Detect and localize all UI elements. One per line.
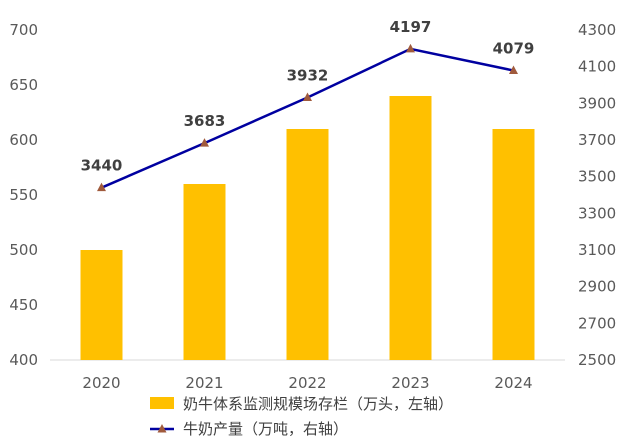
left-tick-label: 400 <box>9 351 38 369</box>
right-tick-label: 3100 <box>578 241 616 259</box>
right-tick-label: 3300 <box>578 204 616 222</box>
bar <box>286 129 329 360</box>
bar-series <box>80 96 535 360</box>
data-label: 4079 <box>493 40 535 58</box>
bar <box>389 96 432 360</box>
right-tick-label: 4300 <box>578 21 616 39</box>
data-label: 3683 <box>184 112 226 130</box>
line-point <box>97 182 106 192</box>
x-tick-label: 2024 <box>494 374 532 392</box>
right-tick-label: 3700 <box>578 131 616 149</box>
data-label: 3440 <box>81 157 123 175</box>
bar <box>492 129 535 360</box>
legend-line-marker <box>157 424 167 433</box>
line-point <box>303 92 312 101</box>
right-tick-label: 3900 <box>578 94 616 112</box>
x-axis-ticks: 2020 2021 2022 2023 2024 <box>82 374 532 392</box>
x-tick-label: 2023 <box>391 374 429 392</box>
right-tick-label: 2700 <box>578 314 616 332</box>
legend-line-label: 牛奶产量（万吨，右轴） <box>183 420 348 438</box>
right-axis-ticks: 2500 2700 2900 3100 3300 3500 3700 3900 4100 4300 <box>578 21 616 369</box>
left-axis-ticks: 400 450 500 550 600 650 700 <box>9 21 38 369</box>
left-tick-label: 600 <box>9 131 38 149</box>
legend: 奶牛体系监测规模场存栏（万头，左轴） 牛奶产量（万吨，右轴） <box>150 395 453 438</box>
left-tick-label: 550 <box>9 186 38 204</box>
right-tick-label: 3500 <box>578 168 616 186</box>
right-tick-label: 2500 <box>578 351 616 369</box>
line-point <box>200 138 209 147</box>
data-label: 3932 <box>287 66 329 84</box>
line-point <box>406 43 415 53</box>
x-tick-label: 2021 <box>185 374 223 392</box>
left-tick-label: 650 <box>9 76 38 94</box>
line-data-labels: 3440 3683 3932 4197 4079 <box>81 18 535 175</box>
bar <box>183 184 226 360</box>
data-label: 4197 <box>390 18 432 36</box>
x-tick-label: 2020 <box>82 374 120 392</box>
right-tick-label: 4100 <box>578 58 616 76</box>
right-tick-label: 2900 <box>578 278 616 296</box>
line-point <box>509 65 518 75</box>
x-tick-label: 2022 <box>288 374 326 392</box>
left-tick-label: 700 <box>9 21 38 39</box>
line-series <box>97 43 518 192</box>
legend-bar-swatch <box>150 397 174 409</box>
bar <box>80 250 123 360</box>
left-tick-label: 500 <box>9 241 38 259</box>
legend-bar-label: 奶牛体系监测规模场存栏（万头，左轴） <box>183 395 453 413</box>
left-tick-label: 450 <box>9 296 38 314</box>
